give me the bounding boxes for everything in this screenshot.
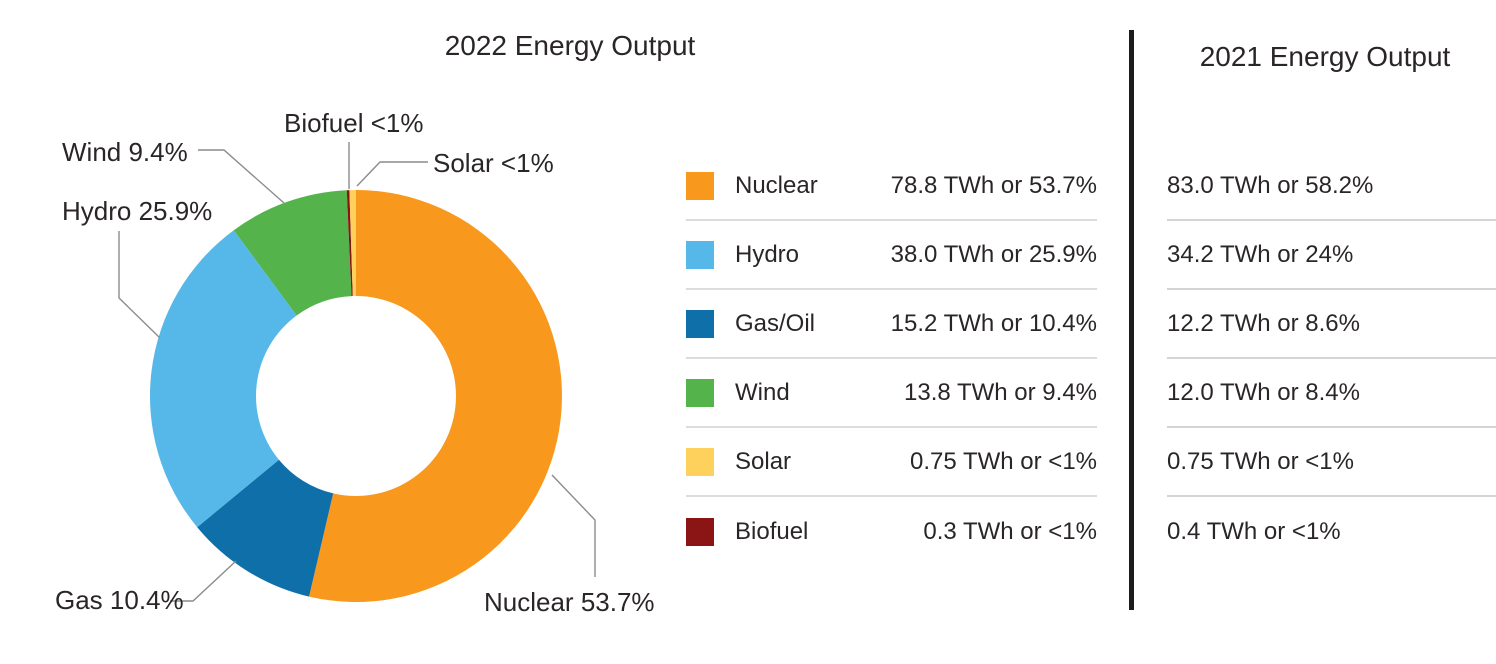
solar-leader-line xyxy=(356,161,428,187)
right-row-gas-oil: 12.2 TWh or 8.6% xyxy=(1167,290,1496,359)
right-row-nuclear: 83.0 TWh or 58.2% xyxy=(1167,152,1496,221)
right-row-wind: 12.0 TWh or 8.4% xyxy=(1167,359,1496,428)
biofuel-callout-label: Biofuel <1% xyxy=(284,108,424,138)
gas-callout-label: Gas 10.4% xyxy=(55,585,184,615)
legend-label: Gas/Oil xyxy=(735,309,816,337)
legend-value: 38.0 TWh or 25.9% xyxy=(890,240,1097,268)
donut-slice-gas-oil xyxy=(197,459,334,597)
leader-lines xyxy=(118,142,596,602)
legend-label: Hydro xyxy=(735,240,800,268)
legend-row-nuclear: Nuclear 78.8 TWh or 53.7% xyxy=(686,152,1097,221)
donut-slice-nuclear xyxy=(309,190,562,603)
legend-row-hydro: Hydro 38.0 TWh or 25.9% xyxy=(686,221,1097,290)
left-panel-title: 2022 Energy Output xyxy=(444,30,696,61)
legend-value: 15.2 TWh or 10.4% xyxy=(890,309,1097,337)
right-row-biofuel: 0.4 TWh or <1% xyxy=(1167,517,1341,545)
legend: Nuclear 78.8 TWh or 53.7% Hydro 38.0 TWh… xyxy=(686,152,1097,566)
nuclear-color-swatch xyxy=(686,171,714,200)
wind-callout-label: Wind 9.4% xyxy=(62,137,188,167)
hydro-color-swatch xyxy=(686,240,714,269)
donut-slices xyxy=(149,190,562,603)
solar-color-swatch xyxy=(686,447,714,476)
donut-slice-biofuel xyxy=(346,190,353,297)
legend-value: 0.3 TWh or <1% xyxy=(923,517,1097,545)
solar-callout-label: Solar <1% xyxy=(433,148,554,178)
hydro-leader-line xyxy=(118,231,161,339)
right-row-solar: 0.75 TWh or <1% xyxy=(1167,428,1496,497)
gas-leader-line xyxy=(170,560,237,602)
nuclear-callout-label: Nuclear 53.7% xyxy=(484,587,655,617)
gas-oil-color-swatch xyxy=(686,309,714,338)
legend-value: 13.8 TWh or 9.4% xyxy=(904,378,1097,406)
legend-label: Nuclear xyxy=(735,171,818,199)
legend-row-gas-oil: Gas/Oil 15.2 TWh or 10.4% xyxy=(686,290,1097,359)
legend-row-wind: Wind 13.8 TWh or 9.4% xyxy=(686,359,1097,428)
legend-label: Biofuel xyxy=(735,517,809,545)
donut-slice-solar xyxy=(349,190,356,297)
donut-slice-hydro xyxy=(149,230,297,528)
right-panel-values: 83.0 TWh or 58.2% 34.2 TWh or 24% 12.2 T… xyxy=(1167,152,1496,566)
right-row-hydro: 34.2 TWh or 24% xyxy=(1167,221,1496,290)
biofuel-color-swatch xyxy=(686,517,714,546)
legend-row-biofuel: Biofuel 0.3 TWh or <1% xyxy=(686,497,1097,566)
legend-row-solar: Solar 0.75 TWh or <1% xyxy=(686,428,1097,497)
legend-value: 0.75 TWh or <1% xyxy=(910,447,1097,475)
donut-chart xyxy=(118,142,596,603)
legend-label: Wind xyxy=(735,378,790,406)
legend-label: Solar xyxy=(735,447,792,475)
legend-value: 78.8 TWh or 53.7% xyxy=(890,171,1097,199)
hydro-callout-label: Hydro 25.9% xyxy=(62,196,213,226)
wind-color-swatch xyxy=(686,378,714,407)
wind-leader-line xyxy=(198,149,285,204)
nuclear-leader-line xyxy=(551,474,596,577)
panel-divider xyxy=(1129,30,1134,610)
right-panel-title: 2021 Energy Output xyxy=(1199,41,1451,72)
donut-slice-wind xyxy=(233,190,352,316)
